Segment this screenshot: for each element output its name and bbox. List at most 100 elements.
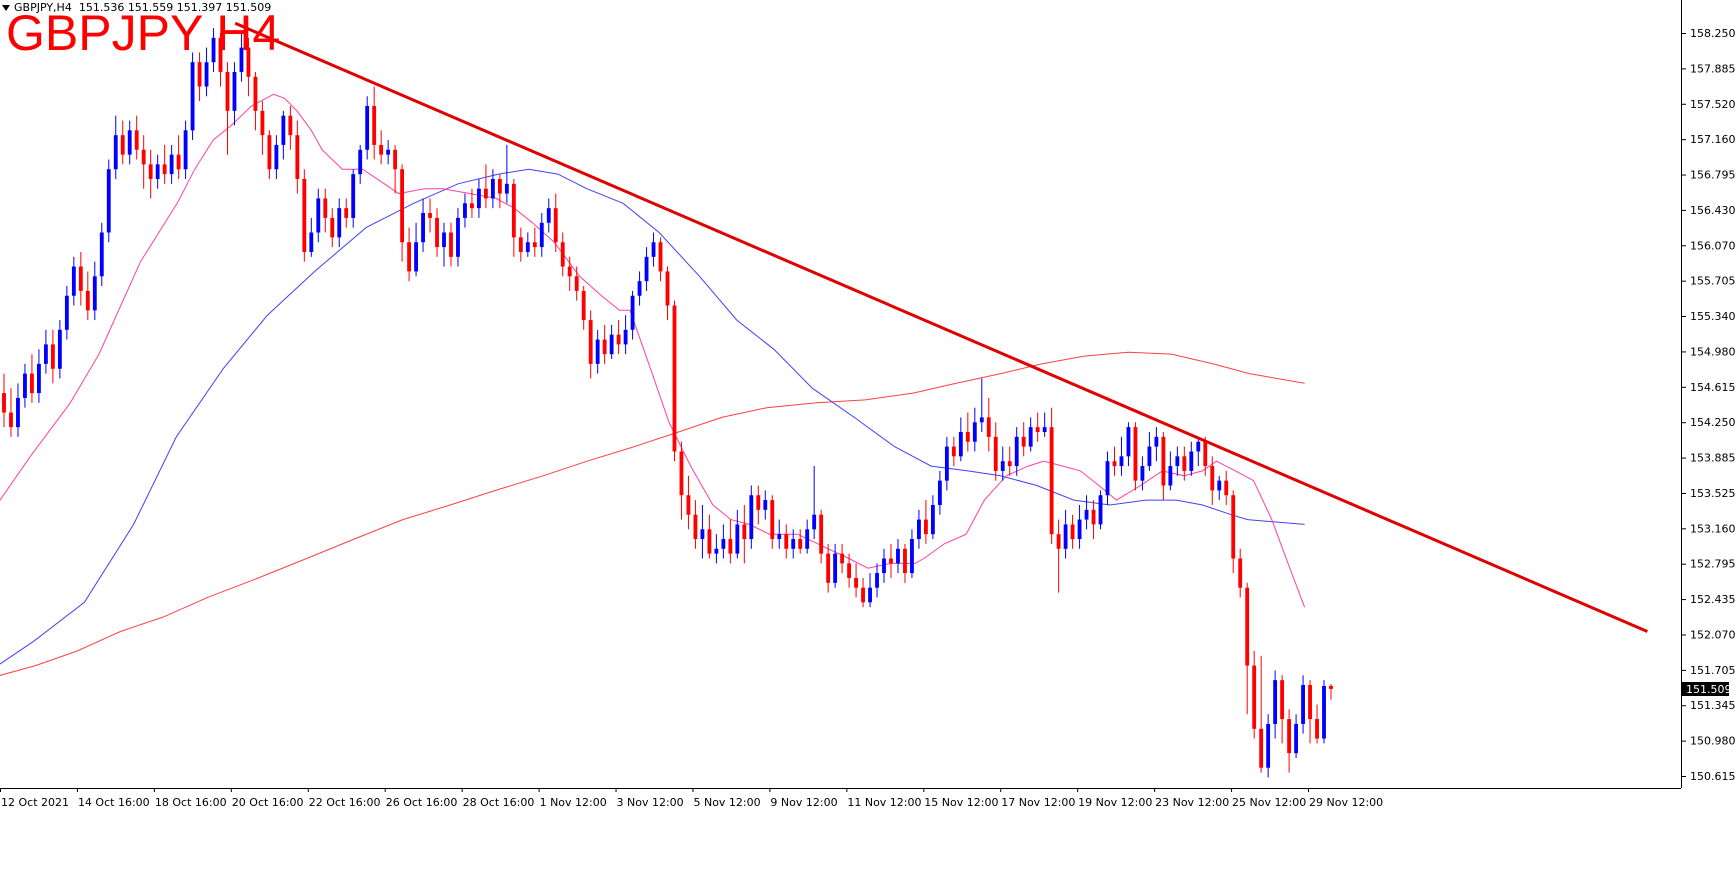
candle-body [497, 178, 502, 194]
candle [1007, 446, 1012, 476]
candle-body [435, 217, 439, 248]
candle [1259, 655, 1264, 773]
candle [1028, 417, 1033, 452]
candle-body [302, 178, 307, 252]
candle [784, 524, 789, 559]
candle [463, 193, 467, 228]
candle [546, 198, 551, 233]
candle-body [951, 446, 956, 457]
candlesticks [2, 28, 1333, 778]
candle-body [665, 271, 670, 306]
candle-body [463, 203, 467, 218]
candle [407, 227, 412, 282]
candle-body [99, 232, 104, 277]
candle-body [1329, 685, 1333, 689]
candle [365, 96, 370, 160]
candle-body [826, 553, 831, 583]
candle-body [784, 534, 789, 549]
candle-body [937, 480, 942, 505]
candle-body [714, 548, 719, 554]
candle-body [1175, 456, 1180, 467]
candle-body [316, 198, 321, 233]
price-axis[interactable]: 158.250 157.885 157.520 157.160 156.795 156.4… [1681, 27, 1736, 783]
candle [1210, 456, 1215, 505]
candle [993, 422, 998, 481]
candle-body [218, 37, 223, 72]
candle-body [190, 62, 195, 131]
candle-body [57, 329, 62, 369]
time-tick-label: 9 Nov 12:00 [770, 796, 837, 809]
candle [693, 500, 698, 549]
candle [470, 188, 474, 218]
candle [442, 222, 446, 267]
candle [92, 261, 97, 321]
candle [295, 120, 300, 194]
candle-body [169, 154, 174, 175]
candle-body [993, 436, 998, 471]
candle-body [267, 135, 272, 170]
candle-body [1168, 466, 1173, 486]
candle [169, 144, 174, 184]
candle-body [1000, 461, 1005, 471]
candle [1266, 714, 1271, 778]
candle-body [986, 417, 991, 437]
candle [309, 217, 314, 257]
candle-body [1084, 509, 1089, 520]
candle [630, 290, 635, 340]
candle [553, 193, 558, 252]
candle [749, 485, 754, 549]
candle [1231, 490, 1236, 574]
candle [728, 519, 733, 564]
candle-body [658, 242, 663, 272]
candle [43, 329, 48, 374]
candle-body [1035, 427, 1040, 432]
ohlc-readout: 151.536 151.559 151.397 151.509 [78, 1, 272, 14]
candle [889, 543, 893, 578]
candle-body [896, 548, 900, 564]
candle-body [1140, 466, 1145, 481]
price-tick-label: 153.160 [1690, 522, 1736, 535]
candle [1252, 650, 1257, 739]
time-axis[interactable]: 12 Oct 2021 14 Oct 16:00 18 Oct 16:00 20 Oc… [0, 788, 1384, 809]
price-tick-label: 150.615 [1690, 770, 1736, 783]
candle [1140, 456, 1145, 491]
candle [854, 563, 858, 598]
dropdown-triangle-icon[interactable] [2, 5, 10, 11]
candle-body [1315, 719, 1319, 739]
time-tick-label: 20 Oct 16:00 [232, 796, 304, 809]
candle [972, 407, 977, 452]
candle-body [616, 334, 621, 345]
candle [414, 222, 418, 277]
candle [1126, 422, 1131, 467]
candle-body [477, 188, 481, 209]
candle-body [1196, 441, 1201, 452]
candle-body [1119, 456, 1124, 467]
candle-body [972, 422, 977, 442]
candle-body [833, 553, 838, 583]
candle [400, 164, 405, 262]
price-tick-label: 150.980 [1690, 735, 1736, 748]
candle [826, 543, 831, 593]
candle [672, 300, 677, 462]
candle-body [37, 363, 41, 394]
candle-body [344, 208, 349, 218]
ma-mid-line [0, 168, 1305, 665]
time-tick-label: 17 Nov 12:00 [1001, 796, 1075, 809]
candle [421, 198, 425, 252]
candle-body [1217, 480, 1222, 491]
candle-body [239, 47, 244, 72]
price-tick-label: 156.430 [1690, 204, 1736, 217]
candle [742, 504, 747, 564]
candle-body [358, 149, 363, 175]
trendline[interactable] [234, 21, 1648, 633]
candle-body [1238, 558, 1243, 588]
candle [707, 514, 712, 559]
candle [623, 315, 628, 355]
candle [658, 237, 663, 282]
candle-body [763, 500, 768, 510]
candle-body [246, 47, 251, 77]
candle-body [812, 514, 817, 530]
candle-body [449, 232, 453, 257]
candle [1329, 684, 1333, 700]
